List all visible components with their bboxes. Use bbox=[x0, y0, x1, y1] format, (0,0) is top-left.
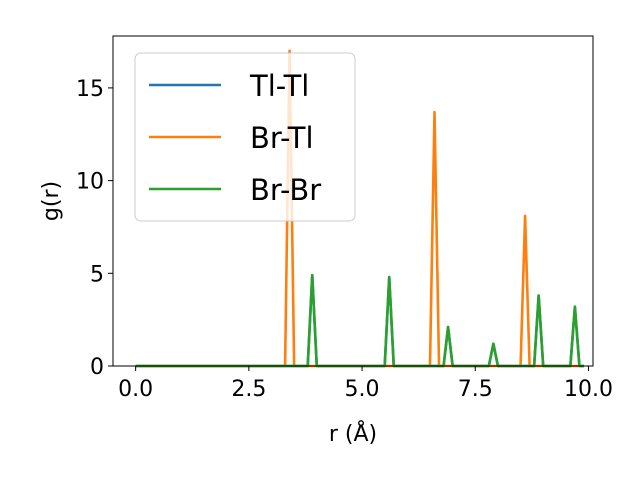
y-tick-label: 5 bbox=[90, 262, 104, 287]
y-tick-label: 0 bbox=[90, 355, 104, 380]
legend-label-0: Tl-Tl bbox=[249, 69, 309, 103]
legend-items: Tl-Tl Br-Tl Br-Br bbox=[149, 69, 321, 207]
x-axis-label: r (Å) bbox=[329, 420, 377, 447]
y-tick-label: 15 bbox=[76, 77, 104, 102]
x-tick-label: 2.5 bbox=[231, 377, 266, 402]
legend: Tl-Tl Br-Tl Br-Br bbox=[134, 52, 356, 222]
x-tick-label: 7.5 bbox=[458, 377, 493, 402]
x-tick-label: 10.0 bbox=[564, 377, 613, 402]
plot-frame bbox=[112, 35, 594, 367]
x-tick-label: 5.0 bbox=[345, 377, 380, 402]
y-axis-label: g(r) bbox=[39, 181, 64, 221]
y-tick-label: 10 bbox=[76, 170, 104, 195]
legend-label-2: Br-Br bbox=[250, 173, 321, 207]
legend-box bbox=[134, 52, 356, 222]
x-tick-label: 0.0 bbox=[118, 377, 153, 402]
legend-label-1: Br-Tl bbox=[250, 121, 314, 155]
ticks-layer: 0.0 2.5 5.0 7.5 10.0 0 5 10 15 bbox=[76, 77, 613, 402]
